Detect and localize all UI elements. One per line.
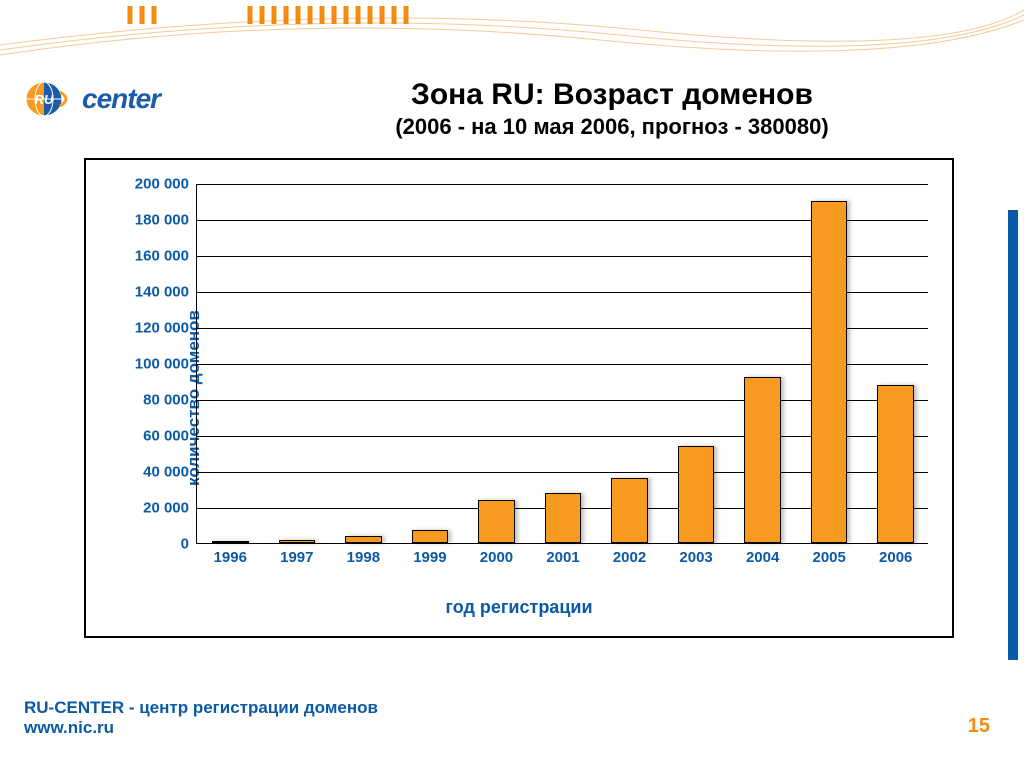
page-subtitle: (2006 - на 10 мая 2006, прогноз - 380080… <box>260 114 964 140</box>
ru-globe-icon: RU <box>24 80 76 118</box>
y-tick: 100 000 <box>135 356 197 373</box>
x-tick: 2002 <box>613 543 646 566</box>
page-title: Зона RU: Возраст доменов <box>260 78 964 112</box>
footer: RU-CENTER - центр регистрации доменов ww… <box>24 698 378 738</box>
y-tick: 0 <box>181 536 197 553</box>
bar <box>611 478 648 543</box>
bar <box>811 201 848 543</box>
page-number: 15 <box>968 715 990 738</box>
svg-text:RU: RU <box>35 92 54 107</box>
domains-age-chart: количество доменов 020 00040 00060 00080… <box>84 158 954 638</box>
bar <box>345 536 382 543</box>
y-tick: 20 000 <box>143 500 197 517</box>
top-decoration <box>0 0 1024 60</box>
logo: RU center <box>24 80 160 118</box>
x-tick: 2000 <box>480 543 513 566</box>
title-block: Зона RU: Возраст доменов (2006 - на 10 м… <box>260 78 964 140</box>
bar <box>412 530 449 543</box>
bar <box>478 500 515 543</box>
x-tick: 2005 <box>812 543 845 566</box>
y-tick: 140 000 <box>135 284 197 301</box>
logo-text: center <box>82 83 160 115</box>
x-axis-label: год регистрации <box>445 597 592 618</box>
x-tick: 2004 <box>746 543 779 566</box>
x-tick: 2001 <box>546 543 579 566</box>
right-accent-bar <box>1008 210 1018 660</box>
x-tick: 1999 <box>413 543 446 566</box>
y-tick: 60 000 <box>143 428 197 445</box>
y-tick: 120 000 <box>135 320 197 337</box>
x-tick: 2003 <box>679 543 712 566</box>
bar <box>678 446 715 543</box>
gridline <box>197 184 928 185</box>
y-tick: 160 000 <box>135 248 197 265</box>
bar <box>744 377 781 543</box>
x-tick: 1998 <box>347 543 380 566</box>
footer-url: www.nic.ru <box>24 718 378 738</box>
y-tick: 80 000 <box>143 392 197 409</box>
y-tick: 40 000 <box>143 464 197 481</box>
y-tick: 200 000 <box>135 176 197 193</box>
x-tick: 1997 <box>280 543 313 566</box>
y-tick: 180 000 <box>135 212 197 229</box>
x-tick: 2006 <box>879 543 912 566</box>
bar <box>877 385 914 543</box>
chart-plot-area: 020 00040 00060 00080 000100 000120 0001… <box>196 184 928 544</box>
footer-org: RU-CENTER - центр регистрации доменов <box>24 698 378 718</box>
bar <box>545 493 582 543</box>
x-tick: 1996 <box>214 543 247 566</box>
